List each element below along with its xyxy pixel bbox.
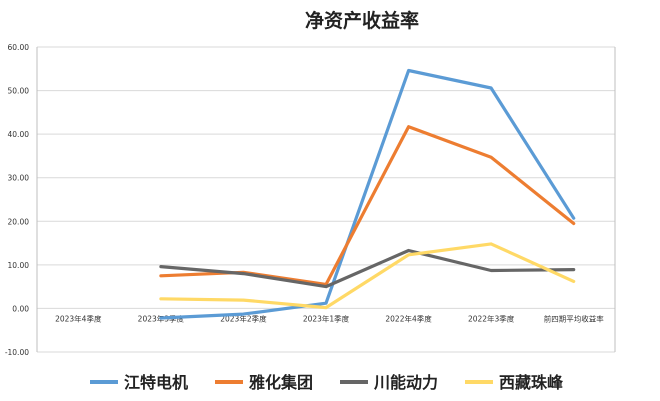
series-line-0 (159, 68, 576, 320)
legend-label: 川能动力 (373, 373, 438, 392)
y-axis-ticks: -10.00 0.00 10.00 20.00 30.00 40.00 50.00 60.00 (5, 43, 29, 357)
y-tick-label: 60.00 (8, 43, 30, 52)
y-tick-label: 20.00 (8, 217, 30, 226)
x-tick-label: 2023年4季度 (55, 313, 102, 323)
y-tick-label: 40.00 (8, 130, 30, 139)
series-line-2 (159, 248, 576, 289)
y-tick-label: -10.00 (5, 348, 29, 357)
chart-title: 净资产收益率 (305, 9, 419, 32)
y-tick-label: 30.00 (8, 174, 30, 183)
legend-label: 江特电机 (124, 373, 188, 392)
y-tick-label: 10.00 (8, 261, 30, 270)
legend-label: 雅化集团 (248, 373, 313, 392)
y-tick-label: 0.00 (12, 304, 29, 313)
x-tick-label: 前四期平均收益率 (544, 313, 604, 323)
legend-label: 西藏珠峰 (499, 373, 564, 392)
series-line-3 (159, 242, 576, 310)
series-lines (159, 68, 576, 320)
x-tick-label: 2022年4季度 (385, 313, 432, 323)
y-tick-label: 50.00 (8, 87, 30, 96)
x-tick-label: 2022年3季度 (468, 313, 515, 323)
grid (36, 46, 616, 353)
series-line-1 (159, 125, 576, 287)
x-tick-label: 2023年1季度 (303, 313, 350, 323)
x-axis-ticks: 2023年4季度 2023年3季度 2023年2季度 2023年1季度 2022年4季度… (55, 313, 604, 323)
x-tick-label: 2023年2季度 (220, 313, 267, 323)
legend: 江特电机 雅化集团 川能动力 西藏珠峰 (90, 373, 564, 392)
